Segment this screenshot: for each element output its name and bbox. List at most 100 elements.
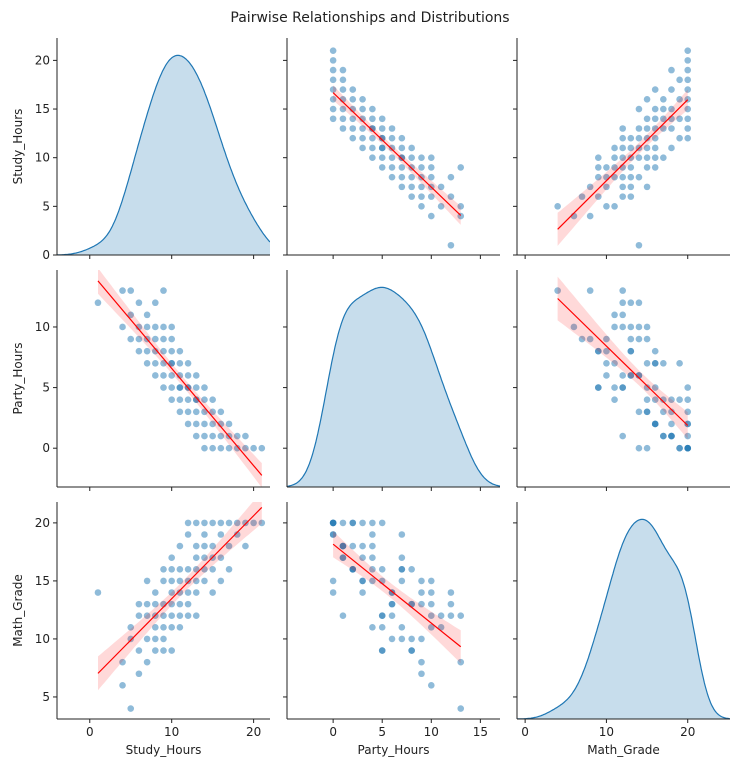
panel: 0 5 10 Party_Hours [11,270,270,491]
point [378,612,386,620]
y-tick-label: 0 [42,441,50,455]
point [359,134,366,142]
point [398,566,406,573]
panel-body [94,270,266,487]
point [176,600,184,608]
point [168,566,175,573]
point [643,134,651,142]
point [192,396,200,404]
point [209,396,216,404]
panel-body [554,276,692,452]
point [627,154,635,161]
point [329,105,337,113]
point [127,311,135,319]
point [258,444,266,452]
point [349,115,357,123]
point [388,144,396,152]
point [184,589,192,596]
point [418,154,425,161]
point [619,287,626,294]
point [329,86,337,93]
point [176,589,184,596]
kde-area [517,519,730,719]
point [447,193,455,200]
panel-body [517,518,730,719]
point [168,347,175,355]
regression-line [97,506,263,674]
point [594,193,602,200]
point [225,444,233,452]
point [339,115,347,123]
point [225,566,233,573]
point [418,193,425,200]
point [408,635,415,643]
point [209,542,216,550]
point [578,335,586,343]
point [168,577,175,585]
point [369,134,376,142]
y-tick-label: 10 [35,151,50,165]
point [668,86,675,93]
point [349,542,357,550]
point [135,600,143,608]
point [143,323,151,331]
point [619,154,626,161]
point [359,115,366,123]
point [418,577,425,585]
point [427,600,435,608]
point [329,47,337,54]
point [359,589,366,596]
point [359,125,366,132]
point [184,566,192,573]
point [184,372,192,379]
point [217,531,225,538]
point [635,323,643,331]
point [627,164,635,171]
point [398,134,406,142]
point [651,360,659,367]
point [339,612,347,620]
point [603,335,610,343]
point [250,444,257,452]
point [660,115,667,123]
point [176,384,184,391]
panel [283,270,500,491]
point [684,125,692,132]
point [398,624,406,631]
point [217,408,225,416]
point [242,519,249,527]
point [233,531,241,538]
point [143,658,151,666]
point [611,311,618,319]
point [184,531,192,538]
point [184,577,192,585]
ci-band [333,531,461,664]
point [619,134,626,142]
point [660,432,667,440]
point [160,647,167,654]
point [651,134,659,142]
point [201,384,208,391]
point [684,408,692,416]
point [168,612,175,620]
point [643,144,651,152]
point [135,323,143,331]
point [611,360,618,367]
point [184,360,192,367]
point [427,154,435,161]
point [635,154,643,161]
regression-line [557,99,689,230]
point [217,519,225,527]
point [684,420,692,428]
y-tick-label: 20 [35,53,50,67]
point [668,144,675,152]
point [668,66,675,74]
point [192,577,200,585]
point [611,144,618,152]
point [160,577,167,585]
point [329,531,337,538]
point [627,183,635,191]
point [192,589,200,596]
point [408,144,415,152]
kde-area [57,55,270,255]
